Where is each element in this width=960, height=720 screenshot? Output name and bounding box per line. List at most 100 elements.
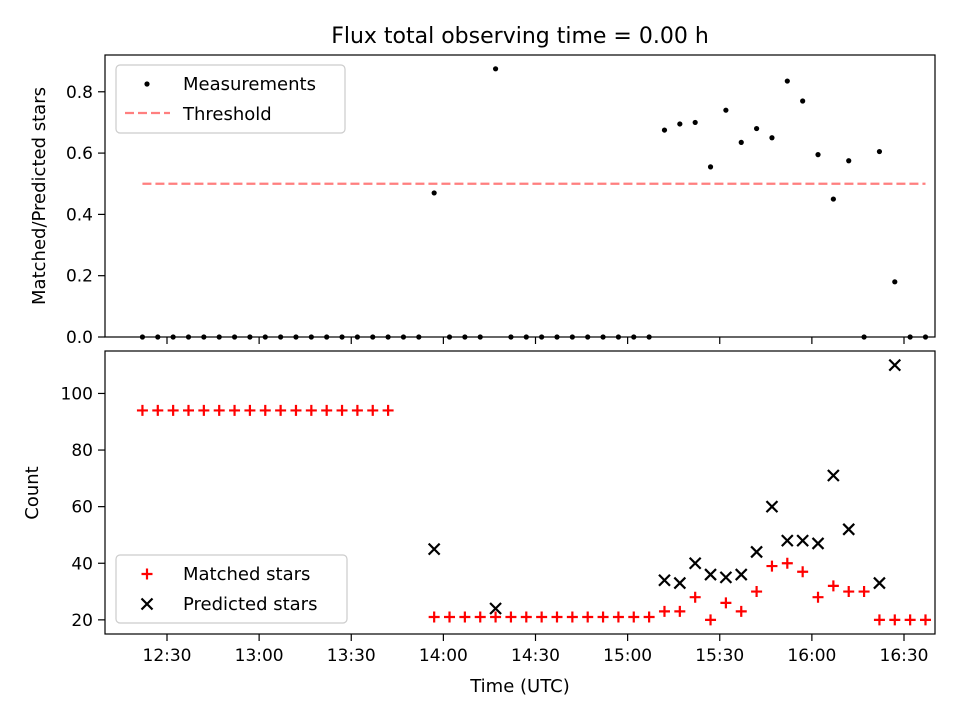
- matched-stars-marker: [628, 611, 640, 623]
- predicted-stars-marker: [750, 545, 763, 559]
- bottom-x-tick-label: 13:30: [327, 646, 376, 666]
- predicted-stars-marker: [427, 542, 441, 556]
- measurement-point: [738, 139, 744, 145]
- matched-stars-marker: [781, 557, 793, 569]
- measurement-point: [800, 98, 806, 104]
- matched-stars-marker: [705, 614, 717, 626]
- matched-stars-marker: [551, 611, 563, 623]
- legend-measurements-label: Measurements: [183, 74, 316, 95]
- predicted-stars-marker: [827, 469, 840, 482]
- matched-stars-marker: [566, 611, 578, 623]
- matched-stars-marker: [858, 586, 870, 598]
- predicted-stars-marker: [842, 523, 856, 536]
- matched-stars-marker: [720, 597, 732, 609]
- top-y-tick-label: 0.0: [66, 328, 93, 348]
- matched-stars-marker: [259, 404, 271, 416]
- matched-stars-marker: [505, 611, 517, 623]
- matched-stars-marker: [152, 404, 164, 416]
- predicted-stars-marker: [719, 571, 733, 584]
- predicted-stars-marker: [673, 576, 687, 590]
- predicted-stars-marker: [888, 358, 902, 372]
- bottom-x-tick-label: 12:30: [143, 646, 192, 666]
- matched-stars-marker: [582, 611, 594, 623]
- measurement-point: [692, 119, 698, 126]
- bottom-plot-marks: [136, 358, 931, 626]
- bottom-legend-box: [115, 554, 348, 624]
- legend-matched-marker: [141, 568, 153, 580]
- bottom-x-tick-label: 14:00: [419, 646, 468, 666]
- bottom-y-tick-label: 100: [61, 384, 93, 404]
- legend-matched-label: Matched stars: [183, 564, 310, 585]
- bottom-x-tick-label: 15:30: [695, 646, 744, 666]
- legend-threshold-label: Threshold: [182, 104, 272, 125]
- matched-stars-marker: [674, 605, 686, 617]
- matched-stars-marker: [658, 605, 670, 617]
- predicted-stars-marker: [873, 576, 886, 590]
- top-legend-box: [115, 64, 346, 134]
- measurement-point: [784, 78, 790, 84]
- bottom-x-tick-label: 13:00: [235, 646, 284, 666]
- bottom-y-tick-label: 80: [71, 441, 93, 461]
- predicted-stars-marker: [688, 556, 702, 570]
- top-y-tick-label: 0.8: [66, 83, 93, 103]
- legend-predicted-label: Predicted stars: [183, 594, 317, 615]
- measurement-point: [492, 66, 499, 72]
- bottom-axes-counts: 20 40 60 80 100 12:30 13:00 13:30 14:00 14:30 15:0…: [22, 350, 936, 697]
- matched-stars-marker: [213, 404, 225, 416]
- legend-measurement-marker: [144, 81, 150, 87]
- matched-stars-marker: [597, 611, 609, 623]
- bottom-y-tick-label: 40: [71, 554, 93, 574]
- matched-stars-marker: [444, 611, 456, 623]
- matched-stars-marker: [612, 611, 624, 623]
- matched-stars-marker: [336, 404, 348, 416]
- measurement-point: [707, 164, 714, 170]
- matched-stars-marker: [167, 404, 179, 416]
- matched-stars-marker: [198, 404, 210, 416]
- bottom-x-tick-label: 16:00: [787, 646, 836, 666]
- measurement-point: [892, 279, 898, 285]
- bottom-x-tick-label: 16:30: [880, 646, 929, 666]
- matched-stars-marker: [889, 614, 901, 626]
- measurement-point: [754, 125, 760, 132]
- matched-stars-marker: [244, 404, 256, 416]
- bottom-y-tick-label: 60: [71, 498, 93, 518]
- measurement-point: [876, 148, 883, 155]
- matched-stars-marker: [275, 404, 287, 416]
- matched-stars-marker: [735, 605, 747, 617]
- top-axis-ticks: 0.0 0.2 0.4 0.6 0.8: [66, 83, 905, 348]
- matched-stars-marker: [766, 560, 778, 572]
- measurement-point: [431, 190, 437, 196]
- matched-stars-marker: [305, 404, 317, 416]
- measurement-point: [661, 127, 668, 133]
- matched-stars-marker: [490, 611, 502, 623]
- matched-stars-marker: [321, 404, 333, 416]
- matched-stars-marker: [536, 611, 548, 623]
- predicted-stars-marker: [734, 568, 748, 581]
- measurement-point: [677, 121, 683, 127]
- predicted-stars-marker: [811, 537, 825, 550]
- predicted-stars-marker: [489, 602, 502, 615]
- top-y-axis-label: Matched/Predicted stars: [29, 87, 50, 305]
- matched-stars-marker: [474, 611, 486, 623]
- matched-stars-marker: [367, 404, 379, 416]
- bottom-y-axis-label: Count: [22, 466, 43, 519]
- bottom-x-tick-label: 15:00: [603, 646, 652, 666]
- matched-stars-marker: [459, 611, 471, 623]
- bottom-axis-ticks: 20 40 60 80 100 12:30 13:00 13:30 14:00 14:30 15:0…: [61, 384, 929, 666]
- matched-stars-marker: [843, 586, 855, 598]
- bottom-legend: Matched stars Predicted stars: [115, 554, 348, 624]
- matched-stars-marker: [797, 566, 809, 578]
- matched-stars-marker: [428, 611, 440, 623]
- measurement-point: [846, 158, 852, 164]
- matched-stars-marker: [689, 591, 701, 603]
- predicted-stars-marker: [658, 573, 671, 587]
- matched-stars-marker: [827, 580, 839, 592]
- matched-stars-marker: [520, 611, 532, 623]
- predicted-stars-marker: [765, 500, 779, 513]
- bottom-axes-frame: [104, 350, 936, 635]
- predicted-stars-marker: [704, 568, 717, 581]
- matched-stars-marker: [182, 404, 194, 416]
- top-axes-frame: [104, 54, 936, 338]
- bottom-y-tick-label: 20: [71, 611, 93, 631]
- measurement-point: [769, 135, 775, 141]
